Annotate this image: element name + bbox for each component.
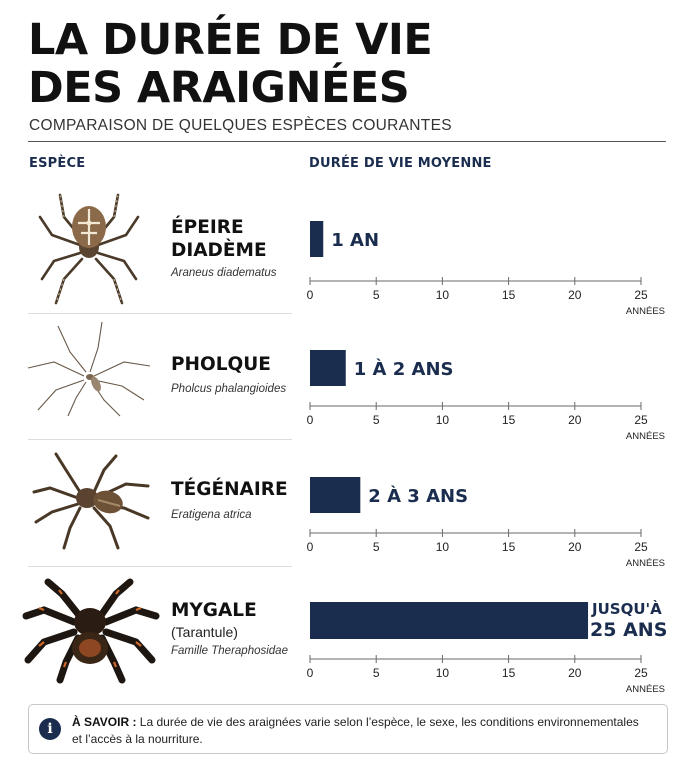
row-divider [28,566,292,567]
house-spider-icon [32,452,150,550]
x-tick-label: 0 [307,666,314,680]
x-tick-label: 0 [307,288,314,302]
species-common-name: (Tarantule) [171,624,238,640]
x-tick-label: 25 [634,540,648,554]
x-tick-label: 5 [373,413,380,427]
x-tick-label: 25 [634,288,648,302]
row-divider [28,439,292,440]
x-tick-label: 25 [634,666,648,680]
orb-weaver-spider-icon [38,193,140,305]
info-body: La durée de vie des araignées varie selo… [72,715,639,746]
cellar-spider-icon [27,322,151,417]
row-divider [28,313,292,314]
info-box: i À SAVOIR : La durée de vie des araigné… [28,704,668,754]
title-line-1: LA DURÉE DE VIE [28,15,433,65]
x-axis-label: ANNÉES [626,431,665,442]
info-label: À SAVOIR : [72,715,137,729]
x-tick-label: 20 [568,288,582,302]
species-latin-name: Pholcus phalangioides [171,383,287,395]
x-axis-label: ANNÉES [626,306,665,317]
x-tick-label: 25 [634,413,648,427]
x-tick-label: 15 [502,288,516,302]
bar [310,350,346,386]
bar-value-label: 1 À 2 ANS [354,358,454,380]
bar [310,221,324,257]
bar-value-label: 2 À 3 ANS [368,485,468,507]
bar-value-label: 1 AN [331,230,379,251]
x-tick-label: 5 [373,540,380,554]
x-tick-label: 20 [568,413,582,427]
species-column-header: ESPÈCE [29,156,86,171]
page-title: LA DURÉE DE VIE DES ARAIGNÉES [28,16,648,112]
x-axis-label: ANNÉES [626,558,665,569]
x-tick-label: 15 [502,540,516,554]
x-axis-label: ANNÉES [626,684,665,695]
bar [310,602,589,639]
duration-column-header: DURÉE DE VIE MOYENNE [309,156,492,171]
x-tick-label: 0 [307,540,314,554]
x-tick-label: 10 [436,666,450,680]
bar [310,477,361,513]
species-name: PHOLQUE [171,354,271,375]
x-tick-label: 5 [373,666,380,680]
x-tick-label: 10 [436,540,450,554]
species-name: TÉGÉNAIRE [171,479,288,500]
x-tick-label: 15 [502,666,516,680]
species-latin-name: Araneus diadematus [171,267,277,279]
species-name: ÉPEIRE DIADÈME [171,217,267,261]
x-tick-label: 15 [502,413,516,427]
tarantula-icon [22,578,160,684]
species-name: MYGALE [171,600,257,621]
x-tick-label: 0 [307,413,314,427]
info-text: À SAVOIR : La durée de vie des araignées… [72,714,652,748]
bar-value-label: JUSQU'À 25 ANS [590,599,667,641]
x-tick-label: 10 [436,288,450,302]
title-divider [28,141,666,142]
title-line-2: DES ARAIGNÉES [28,63,410,113]
lifespan-chart: 1 AN 0 5 10 15 20 25 ANNÉES 1 À 2 ANS 0 5 10 15 20 25 A… [307,221,667,695]
info-icon: i [39,718,61,740]
x-tick-label: 10 [436,413,450,427]
x-tick-label: 5 [373,288,380,302]
x-tick-label: 20 [568,666,582,680]
species-latin-name: Eratigena atrica [171,509,252,521]
page-subtitle: COMPARAISON DE QUELQUES ESPÈCES COURANTE… [29,117,452,134]
species-latin-name: Famille Theraphosidae [171,645,288,657]
x-tick-label: 20 [568,540,582,554]
